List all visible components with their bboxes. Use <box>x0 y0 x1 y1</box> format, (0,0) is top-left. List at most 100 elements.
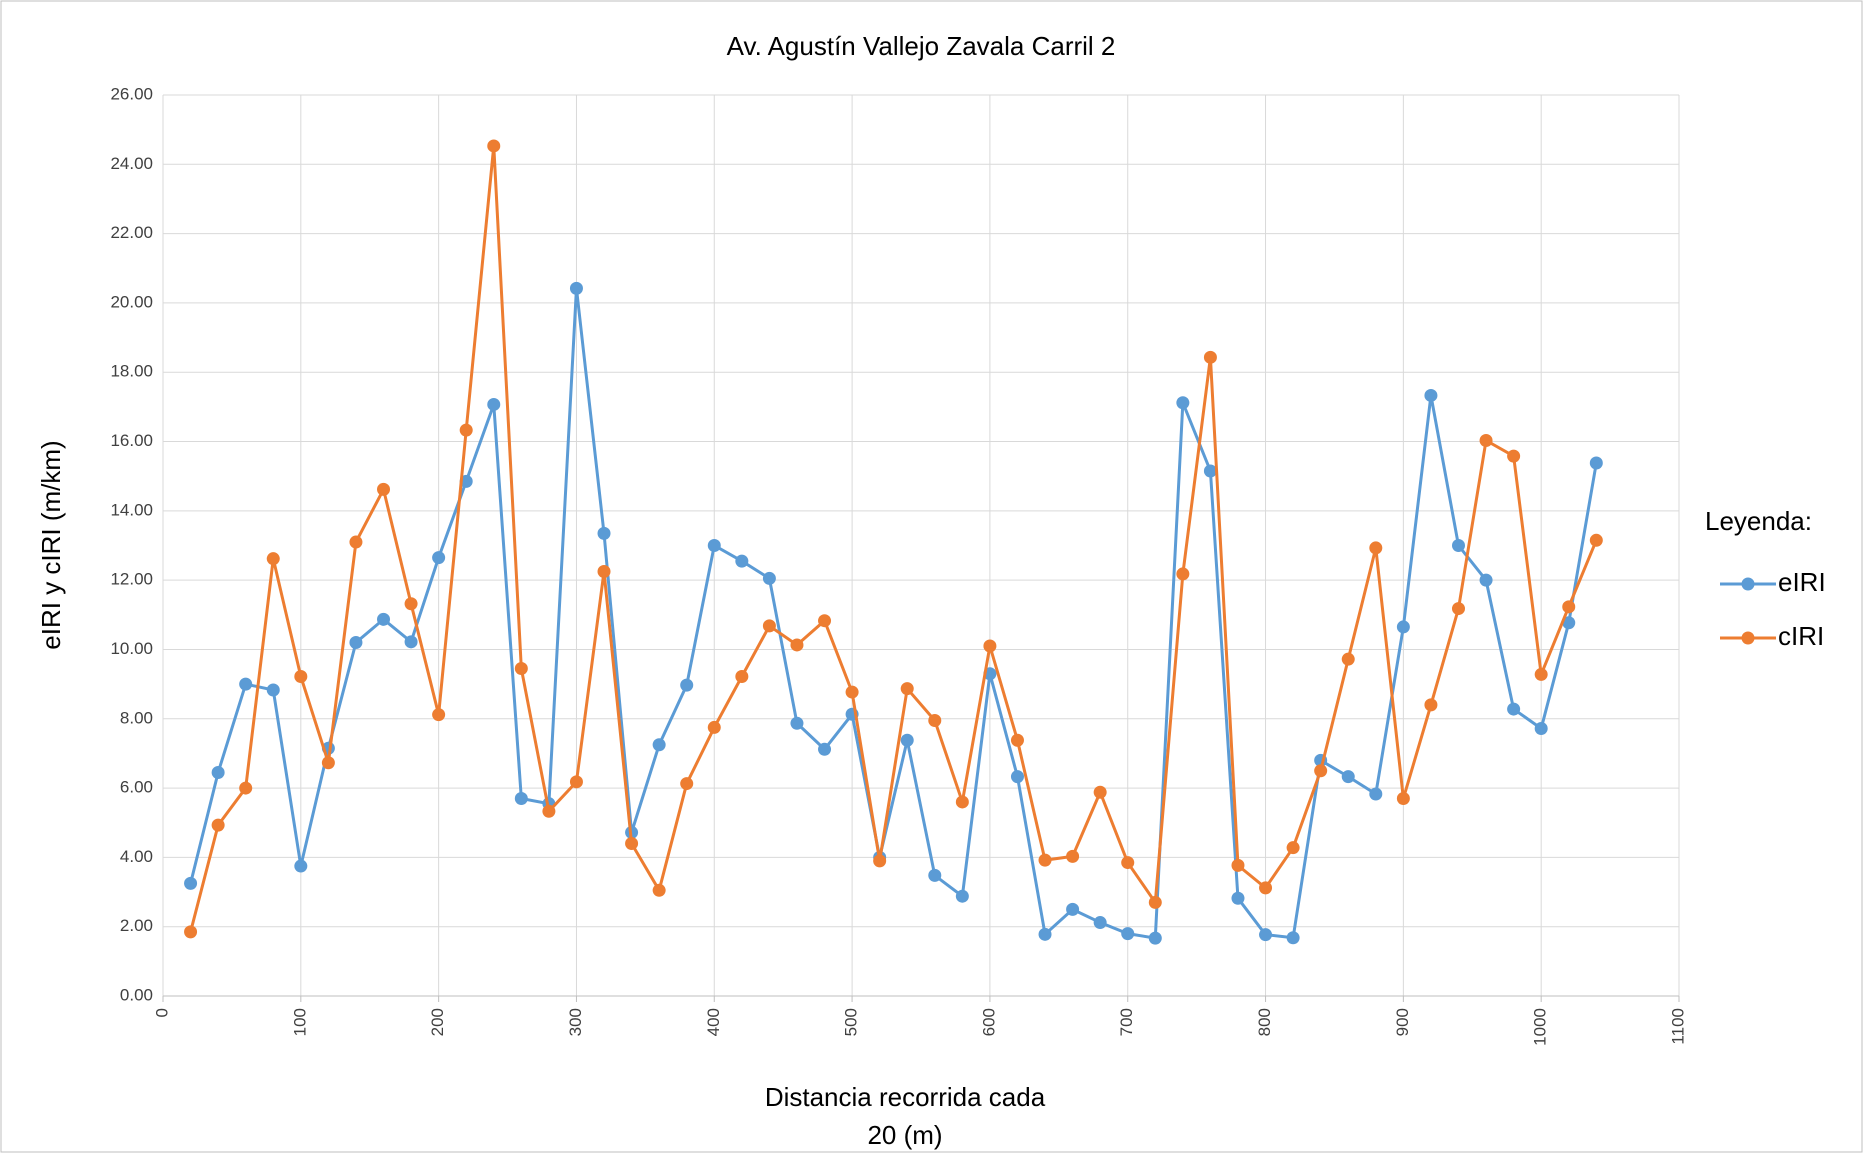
data-point <box>514 791 528 805</box>
x-tick-label: 1100 <box>1668 1008 1687 1045</box>
data-point <box>983 639 997 653</box>
data-point <box>211 818 225 832</box>
data-point <box>1010 733 1024 747</box>
y-tick-label: 0.00 <box>120 985 153 1004</box>
data-point <box>294 859 308 873</box>
y-axis-label: eIRI y cIRI (m/km) <box>36 440 66 649</box>
data-point <box>1314 764 1328 778</box>
data-point <box>1341 770 1355 784</box>
x-tick-label: 400 <box>704 1008 723 1036</box>
data-point <box>1066 849 1080 863</box>
data-point <box>239 781 253 795</box>
data-point <box>1424 698 1438 712</box>
data-point <box>1534 721 1548 735</box>
data-point <box>1121 856 1135 870</box>
data-point <box>266 683 280 697</box>
data-point <box>1038 927 1052 941</box>
chart-title: Av. Agustín Vallejo Zavala Carril 2 <box>727 31 1116 61</box>
legend-marker <box>1741 577 1755 591</box>
data-point <box>1010 770 1024 784</box>
data-point <box>487 397 501 411</box>
data-point <box>597 526 611 540</box>
data-point <box>1396 791 1410 805</box>
data-point <box>1148 931 1162 945</box>
data-point <box>1259 928 1273 942</box>
data-point <box>652 738 666 752</box>
data-point <box>1507 449 1521 463</box>
data-point <box>762 571 776 585</box>
data-point <box>377 482 391 496</box>
data-point <box>707 539 721 552</box>
y-tick-label: 16.00 <box>110 431 153 450</box>
legend-title: Leyenda: <box>1705 506 1812 536</box>
data-point <box>1093 785 1107 799</box>
data-point <box>1562 600 1576 614</box>
data-point <box>184 876 198 890</box>
data-point <box>1451 602 1465 616</box>
x-tick-label: 900 <box>1393 1008 1412 1036</box>
x-tick-label: 200 <box>428 1008 447 1036</box>
y-tick-label: 8.00 <box>120 708 153 727</box>
x-tick-label: 700 <box>1117 1008 1136 1036</box>
legend-marker <box>1741 631 1755 645</box>
series-line <box>189 145 1598 933</box>
y-tick-label: 12.00 <box>110 570 153 589</box>
data-point <box>1066 902 1080 916</box>
data-point <box>1286 841 1300 855</box>
data-point <box>1093 916 1107 930</box>
y-tick-label: 20.00 <box>110 292 153 311</box>
data-point <box>1203 350 1217 364</box>
x-tick-label: 500 <box>842 1008 861 1036</box>
series-line <box>189 288 1598 940</box>
data-point <box>652 883 666 897</box>
data-point <box>1534 667 1548 681</box>
y-tick-label: 22.00 <box>110 223 153 242</box>
x-tick-label: 1000 <box>1531 1008 1550 1046</box>
data-point <box>955 795 969 809</box>
legend-label: cIRI <box>1778 621 1824 651</box>
y-tick-label: 10.00 <box>110 639 153 658</box>
y-tick-label: 18.00 <box>110 362 153 381</box>
legend-label: eIRI <box>1778 567 1826 597</box>
data-point <box>928 714 942 728</box>
data-point <box>1341 652 1355 666</box>
data-point <box>1203 464 1217 478</box>
y-tick-label: 14.00 <box>110 500 153 519</box>
data-point <box>1479 433 1493 447</box>
data-point <box>955 889 969 903</box>
data-point <box>680 678 694 692</box>
data-point <box>707 720 721 734</box>
data-point <box>790 638 804 652</box>
data-point <box>569 281 583 295</box>
data-point <box>1121 927 1135 941</box>
data-point <box>321 756 335 770</box>
data-point <box>459 423 473 437</box>
data-point <box>1451 539 1465 552</box>
data-point <box>1286 931 1300 945</box>
data-point <box>1396 620 1410 634</box>
y-tick-label: 24.00 <box>110 154 153 173</box>
data-point <box>1148 895 1162 909</box>
y-tick-label: 4.00 <box>120 847 153 866</box>
data-point <box>514 662 528 676</box>
x-tick-label: 800 <box>1255 1008 1274 1036</box>
data-point <box>266 552 280 566</box>
data-point <box>1369 787 1383 801</box>
data-point <box>404 597 418 611</box>
data-point <box>1424 388 1438 402</box>
data-point <box>818 742 832 756</box>
x-tick-label: 0 <box>152 1008 171 1017</box>
data-point <box>1231 891 1245 905</box>
data-point <box>294 669 308 683</box>
y-tick-label: 2.00 <box>120 916 153 935</box>
data-point <box>432 708 446 722</box>
x-tick-label: 100 <box>290 1008 309 1036</box>
data-point <box>1176 396 1190 410</box>
data-point <box>1479 573 1493 587</box>
data-point <box>680 777 694 791</box>
data-point <box>1369 541 1383 555</box>
data-point <box>1176 567 1190 581</box>
